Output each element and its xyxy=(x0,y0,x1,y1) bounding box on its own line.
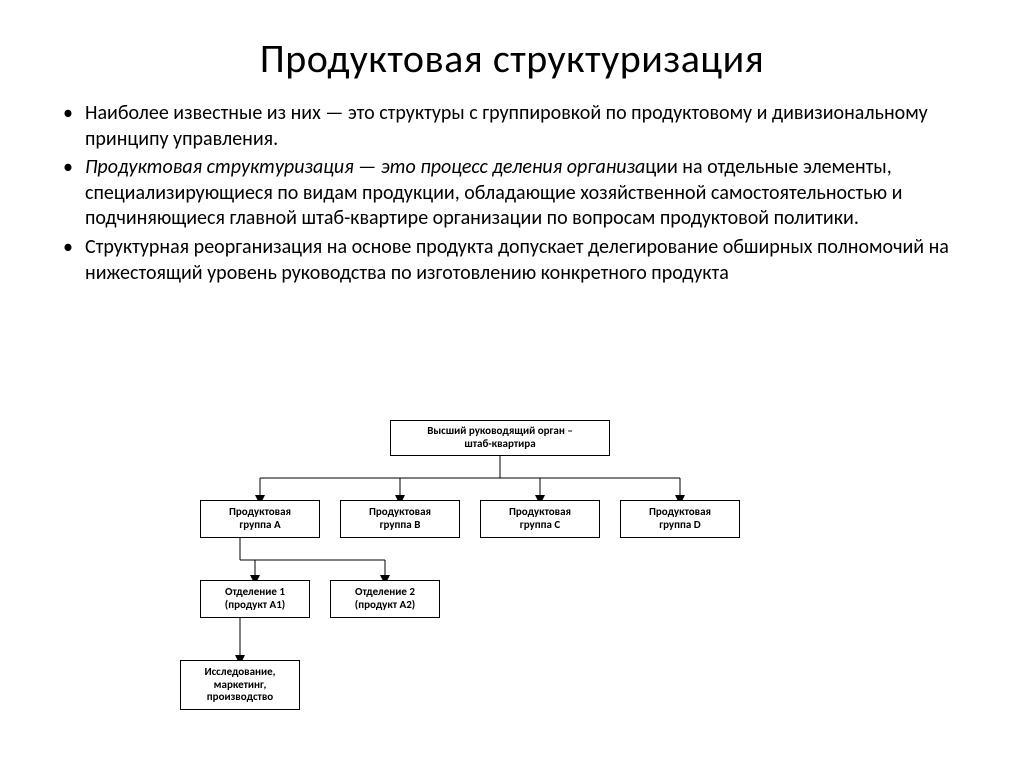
slide-title: Продуктовая структуризация xyxy=(0,0,1024,93)
bullet-item: Наиболее известные из них — это структур… xyxy=(85,101,964,152)
diagram-node-d2: Отделение 2(продукт А2) xyxy=(330,580,440,618)
org-diagram: Высший руководящий орган –штаб-квартира П… xyxy=(180,420,830,750)
diagram-node-d1: Отделение 1(продукт А1) xyxy=(200,580,310,618)
diagram-node-root: Высший руководящий орган –штаб-квартира xyxy=(390,420,610,456)
diagram-node-pC: Продуктоваягруппа С xyxy=(480,500,600,538)
bullet-list: Наиболее известные из них — это структур… xyxy=(85,101,964,286)
diagram-node-pD: Продуктоваягруппа D xyxy=(620,500,740,538)
bullet-item: Структурная реорганизация на основе прод… xyxy=(85,235,964,286)
diagram-node-pB: Продуктоваягруппа В xyxy=(340,500,460,538)
diagram-node-pA: Продуктоваягруппа А xyxy=(200,500,320,538)
bullet-item: Продуктовая структуризация — это процесс… xyxy=(85,155,964,232)
slide: Продуктовая структуризация Наиболее изве… xyxy=(0,0,1024,768)
diagram-node-rmp: Исследование,маркетинг,производство xyxy=(180,660,300,710)
